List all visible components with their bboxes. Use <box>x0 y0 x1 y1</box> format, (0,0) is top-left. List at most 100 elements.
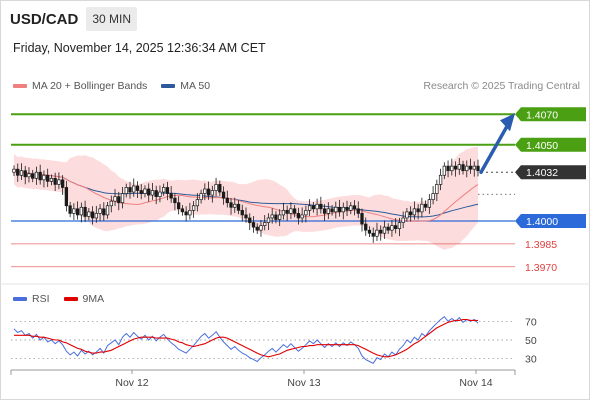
candle-body <box>135 185 140 191</box>
candle <box>162 183 166 196</box>
candle-body <box>109 200 113 207</box>
candle-body <box>218 184 222 193</box>
candle-body <box>162 187 166 193</box>
legend-rsi: RSI <box>13 293 50 305</box>
candle-body <box>371 232 375 237</box>
candle <box>465 160 469 178</box>
candle <box>356 201 360 219</box>
candle-body <box>356 208 360 214</box>
candle-body <box>420 203 424 213</box>
candle-body <box>270 214 274 219</box>
candle <box>83 200 87 223</box>
candle-body <box>60 179 65 188</box>
candle-body <box>46 174 50 182</box>
candle-body <box>292 208 297 214</box>
chart-header: USD/CAD 30 MIN <box>10 7 138 31</box>
candle-body <box>382 226 387 234</box>
candle-body <box>79 206 84 216</box>
candle <box>337 199 342 217</box>
candle-body <box>307 205 312 211</box>
candle <box>60 175 65 195</box>
candle <box>349 201 353 215</box>
price-label-1.4000: 1.4000 <box>515 214 586 229</box>
candle-body <box>105 205 110 216</box>
candle <box>382 220 387 239</box>
candle-body <box>132 185 136 193</box>
candle-body <box>12 168 16 173</box>
candle-body <box>83 206 87 217</box>
rsi-9ma-line <box>14 318 478 358</box>
candle-body <box>345 206 349 211</box>
candle <box>12 165 16 177</box>
candle-body <box>38 171 42 181</box>
candle <box>364 217 368 236</box>
candle <box>423 200 428 212</box>
candle <box>105 201 110 219</box>
timestamp: Friday, November 14, 2025 12:36:34 AM CE… <box>13 41 266 55</box>
candle-body <box>184 211 188 216</box>
candle-body <box>319 203 323 210</box>
candle-body <box>442 165 446 176</box>
candle-body <box>53 177 57 185</box>
candle <box>147 183 151 202</box>
candle-body <box>405 211 409 219</box>
candle-body <box>431 193 435 201</box>
candle <box>341 202 345 220</box>
candle-body <box>240 209 244 216</box>
candle <box>371 227 375 243</box>
candle <box>446 160 450 178</box>
candle-body <box>221 191 226 199</box>
candle-body <box>113 196 117 202</box>
candle <box>251 215 256 233</box>
candle <box>472 161 476 177</box>
price-label-box <box>515 214 586 229</box>
candle <box>195 193 200 212</box>
legend-ma50-label: MA 50 <box>180 80 211 92</box>
candle <box>109 195 113 213</box>
candle-body <box>397 222 402 229</box>
candle <box>292 205 297 218</box>
price-label-text: 1.4050 <box>526 140 558 152</box>
candle-body <box>465 165 469 172</box>
candle <box>120 187 125 209</box>
candle-body <box>364 223 368 231</box>
candle-body <box>75 208 80 216</box>
candle <box>31 169 35 183</box>
candle <box>128 181 132 199</box>
candle <box>300 207 304 223</box>
candle <box>330 205 334 216</box>
candle <box>57 172 61 190</box>
candle <box>450 158 454 176</box>
candle <box>334 201 338 219</box>
candle-body <box>72 208 76 214</box>
candle-body <box>322 208 327 214</box>
candle-body <box>416 208 420 213</box>
candle-body <box>98 208 102 214</box>
rsi-legend: RSI 9MA <box>13 293 118 305</box>
credit-text: Research © 2025 Trading Central <box>423 80 580 92</box>
candle <box>135 181 140 198</box>
candle-body <box>233 203 237 208</box>
price-label-box <box>515 107 586 122</box>
candle-body <box>27 173 31 178</box>
candle <box>281 202 286 220</box>
price-label-text: 1.3970 <box>525 262 557 274</box>
candle-body <box>255 226 259 231</box>
candle-body <box>176 202 181 210</box>
candle-body <box>401 217 405 223</box>
level-lines <box>11 113 515 268</box>
candle <box>379 225 383 241</box>
ma20-line <box>13 168 479 222</box>
candle <box>248 213 252 231</box>
symbol-title: USD/CAD <box>10 10 79 28</box>
legend-ma50: MA 50 <box>161 80 210 92</box>
candle-body <box>472 165 476 170</box>
timeframe-badge[interactable]: 30 MIN <box>86 7 138 31</box>
rsi-line <box>13 316 479 364</box>
candle <box>420 197 424 218</box>
candle-body <box>296 213 301 219</box>
candle-body <box>248 217 252 223</box>
legend-9ma: 9MA <box>63 293 104 305</box>
candle <box>236 200 241 215</box>
legend-ma50-swatch <box>161 84 176 88</box>
